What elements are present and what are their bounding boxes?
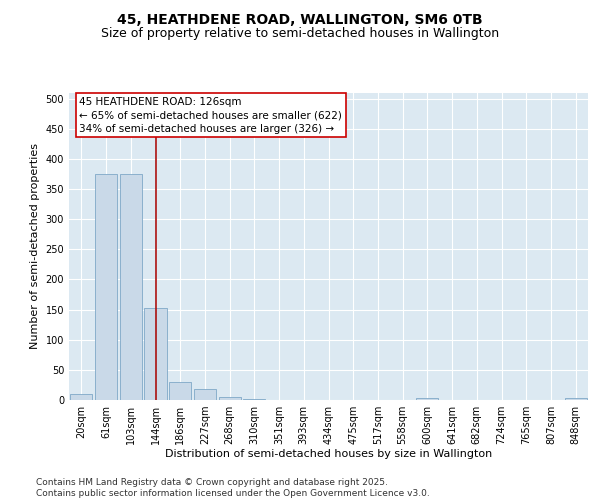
Bar	[95, 174, 117, 400]
Bar	[119, 174, 142, 400]
Bar	[169, 382, 191, 400]
X-axis label: Distribution of semi-detached houses by size in Wallington: Distribution of semi-detached houses by …	[165, 448, 492, 458]
Y-axis label: Number of semi-detached properties: Number of semi-detached properties	[30, 143, 40, 349]
Text: 45 HEATHDENE ROAD: 126sqm
← 65% of semi-detached houses are smaller (622)
34% of: 45 HEATHDENE ROAD: 126sqm ← 65% of semi-…	[79, 97, 342, 134]
Text: 45, HEATHDENE ROAD, WALLINGTON, SM6 0TB: 45, HEATHDENE ROAD, WALLINGTON, SM6 0TB	[117, 12, 483, 26]
Bar	[218, 397, 241, 400]
Bar	[565, 398, 587, 400]
Text: Size of property relative to semi-detached houses in Wallington: Size of property relative to semi-detach…	[101, 28, 499, 40]
Bar	[145, 308, 167, 400]
Text: Contains HM Land Registry data © Crown copyright and database right 2025.
Contai: Contains HM Land Registry data © Crown c…	[36, 478, 430, 498]
Bar	[416, 398, 439, 400]
Bar	[194, 389, 216, 400]
Bar	[70, 394, 92, 400]
